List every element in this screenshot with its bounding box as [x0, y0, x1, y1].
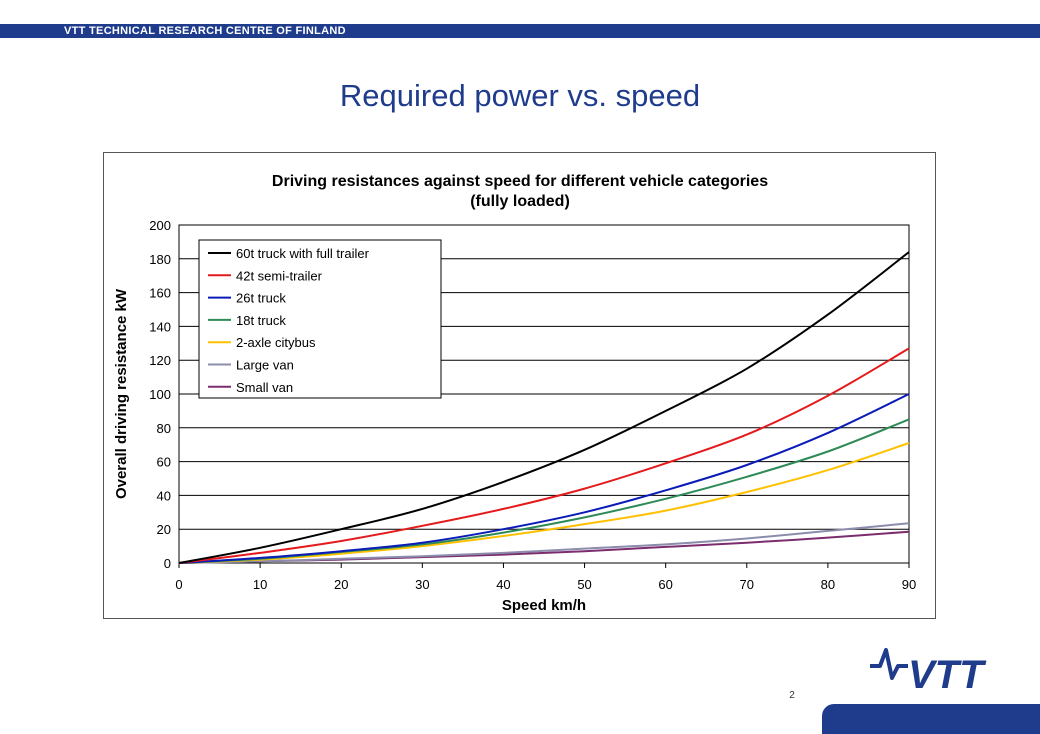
- chart-frame: Driving resistances against speed for di…: [103, 152, 936, 619]
- wave-icon: [870, 648, 908, 680]
- chart-title-line: (fully loaded): [470, 193, 570, 210]
- y-tick-label: 140: [149, 319, 171, 334]
- legend-label: 60t truck with full trailer: [236, 246, 370, 261]
- series-line: [178, 522, 910, 564]
- y-tick-label: 180: [149, 252, 171, 267]
- x-tick-label: 20: [334, 577, 348, 592]
- y-tick-label: 160: [149, 286, 171, 301]
- x-axis-title: Speed km/h: [502, 597, 586, 614]
- x-tick-label: 60: [658, 577, 672, 592]
- x-tick-label: 90: [902, 577, 916, 592]
- x-tick-label: 80: [821, 577, 835, 592]
- y-tick-label: 100: [149, 387, 171, 402]
- legend-label: Small van: [236, 380, 293, 395]
- x-tick-label: 50: [577, 577, 591, 592]
- legend-label: 42t semi-trailer: [236, 268, 323, 283]
- legend-box: [198, 239, 442, 399]
- series-line: [178, 347, 910, 564]
- x-tick-label: 70: [740, 577, 754, 592]
- header-bar: [0, 24, 1040, 38]
- chart-title-line: Driving resistances against speed for di…: [272, 173, 768, 190]
- x-tick-label: 10: [253, 577, 267, 592]
- page-number: 2: [789, 690, 795, 701]
- series-line: [178, 393, 910, 564]
- organization-name: VTT TECHNICAL RESEARCH CENTRE OF FINLAND: [64, 25, 346, 37]
- x-tick-label: 0: [175, 577, 182, 592]
- series-line: [178, 251, 910, 564]
- vtt-wordmark: VTT: [908, 653, 987, 692]
- y-axis-title: Overall driving resistance kW: [113, 288, 130, 499]
- y-tick-label: 120: [149, 353, 171, 368]
- y-tick-label: 80: [157, 421, 171, 436]
- y-tick-label: 40: [157, 488, 171, 503]
- legend-label: Large van: [236, 358, 294, 373]
- legend-label: 18t truck: [236, 313, 286, 328]
- y-tick-label: 60: [157, 455, 171, 470]
- y-tick-label: 200: [149, 218, 171, 233]
- y-tick-label: 0: [164, 556, 171, 571]
- y-tick-label: 20: [157, 522, 171, 537]
- x-tick-label: 30: [415, 577, 429, 592]
- corner-decoration: [822, 704, 1040, 734]
- legend-label: 2-axle citybus: [236, 335, 316, 350]
- slide-title: Required power vs. speed: [339, 78, 701, 113]
- legend-label: 26t truck: [236, 291, 286, 306]
- chart: Driving resistances against speed for di…: [113, 173, 916, 614]
- series-line: [178, 442, 910, 564]
- vtt-logo: VTT: [870, 648, 987, 692]
- x-tick-label: 40: [496, 577, 510, 592]
